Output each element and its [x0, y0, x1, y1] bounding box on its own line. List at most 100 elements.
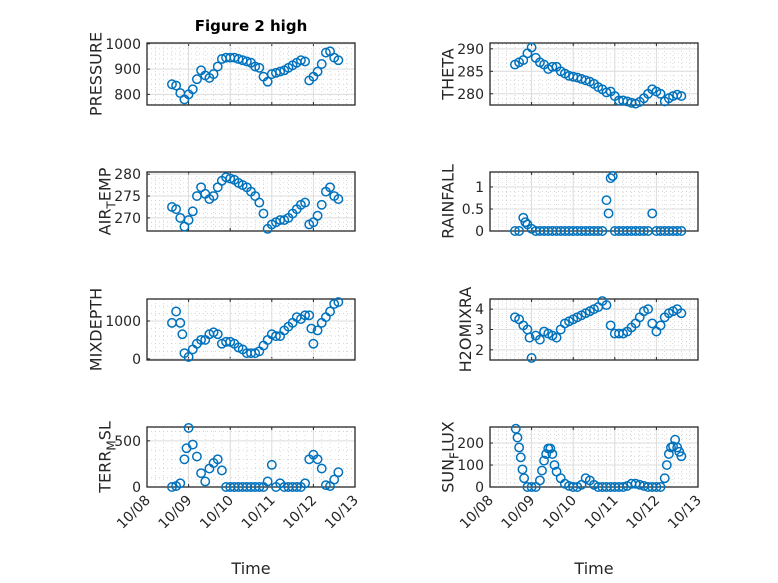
data-point [676, 451, 687, 462]
y-tick-label: 4 [475, 302, 484, 318]
data-point [262, 76, 273, 87]
y-axis-label: PRESSURE [86, 32, 105, 116]
data-point [320, 47, 331, 58]
x-tick-label: 10/10 [540, 493, 580, 533]
data-point [661, 460, 672, 470]
axes-box [146, 298, 356, 361]
data-point [241, 56, 252, 67]
label-text: H2OMIXRA [456, 287, 475, 373]
y-axis-label: MIXDEPTH [86, 288, 105, 371]
data-point [295, 55, 306, 66]
data-point [191, 74, 202, 85]
y-tick-label: 290 [457, 42, 484, 58]
data-point [526, 353, 537, 363]
data-point [547, 449, 558, 459]
data-point [208, 191, 219, 201]
y-tick-label: 0 [475, 224, 484, 240]
data-point [308, 338, 319, 349]
y-axis-label: RAINFALL [438, 164, 457, 239]
y-axis-label: SUNFLUX [438, 421, 461, 493]
data-point [179, 454, 190, 465]
data-point [312, 66, 323, 77]
data-point [618, 482, 629, 492]
data-point [329, 474, 340, 485]
label-text: RAINFALL [438, 164, 457, 239]
data-point [549, 460, 560, 470]
data-point [177, 329, 188, 340]
x-tick-label: 10/08 [114, 493, 154, 533]
data-point [187, 84, 198, 95]
y-axis-label: TERRMSL [95, 421, 118, 494]
y-tick-label: 500 [114, 434, 141, 450]
data-point [676, 91, 687, 101]
data-point [601, 87, 612, 98]
figure-title: Figure 2 high [195, 17, 308, 35]
data-point [524, 332, 535, 343]
data-point [534, 334, 545, 345]
data-point [300, 197, 311, 208]
data-point [191, 451, 202, 462]
data-point [643, 304, 654, 315]
data-point [597, 226, 608, 236]
data-point [316, 199, 327, 210]
plot-area [147, 427, 355, 487]
data-point [183, 422, 194, 433]
y-tick-label: 800 [114, 87, 141, 103]
data-point [258, 208, 269, 219]
axes-box [489, 298, 699, 361]
data-point [212, 454, 223, 465]
data-point [262, 476, 273, 487]
y-tick-label: 270 [114, 211, 141, 227]
data-point [254, 197, 265, 208]
data-point [312, 210, 323, 221]
y-tick-label: 100 [457, 458, 484, 474]
data-point [593, 226, 604, 236]
label-text: AIR [95, 209, 114, 236]
y-tick-label: 900 [114, 62, 141, 78]
data-point [208, 69, 219, 80]
data-point [672, 89, 683, 100]
data-point [171, 80, 182, 91]
data-point [519, 473, 530, 484]
data-point [526, 42, 537, 53]
axes-box [146, 171, 356, 232]
data-point [655, 88, 666, 99]
y-tick-label: 0 [475, 480, 484, 496]
subplot-terr-msl: 10/08 10/09 10/10 10/11 10/12 10/13 0 500TERRMS… [95, 421, 362, 578]
x-tick-label: 10/13 [322, 493, 362, 533]
data-point [545, 443, 556, 454]
data-point [333, 55, 344, 66]
data-point [534, 475, 545, 486]
data-point [254, 62, 265, 73]
data-point [647, 208, 658, 219]
data-point [316, 463, 327, 474]
data-point [333, 194, 344, 205]
data-point [187, 206, 198, 217]
subplot-sun-flux: 10/08 10/09 10/10 10/11 10/12 10/13 0 100 200SUN… [438, 421, 705, 578]
data-point [663, 449, 674, 459]
data-point [254, 482, 265, 492]
y-axis-label: THETA [438, 48, 457, 100]
x-tick-label: 10/13 [665, 493, 705, 533]
label-text: LUX [438, 421, 457, 452]
y-tick-label: 2 [475, 343, 484, 359]
y-tick-label: 3 [475, 323, 484, 339]
y-tick-label: 0.5 [462, 202, 484, 218]
data-point [520, 217, 531, 228]
data-point [300, 310, 311, 321]
data-point [250, 61, 261, 72]
label-subscript: T [104, 201, 118, 210]
data-point [212, 329, 223, 340]
data-point [601, 195, 612, 206]
y-axis-label: H2OMIXRA [456, 287, 475, 373]
data-point [580, 75, 591, 86]
y-tick-label: 1 [475, 180, 484, 196]
y-tick-label: 280 [114, 167, 141, 183]
data-point [515, 452, 526, 463]
data-point [668, 441, 678, 452]
y-tick-label: 285 [457, 64, 484, 80]
